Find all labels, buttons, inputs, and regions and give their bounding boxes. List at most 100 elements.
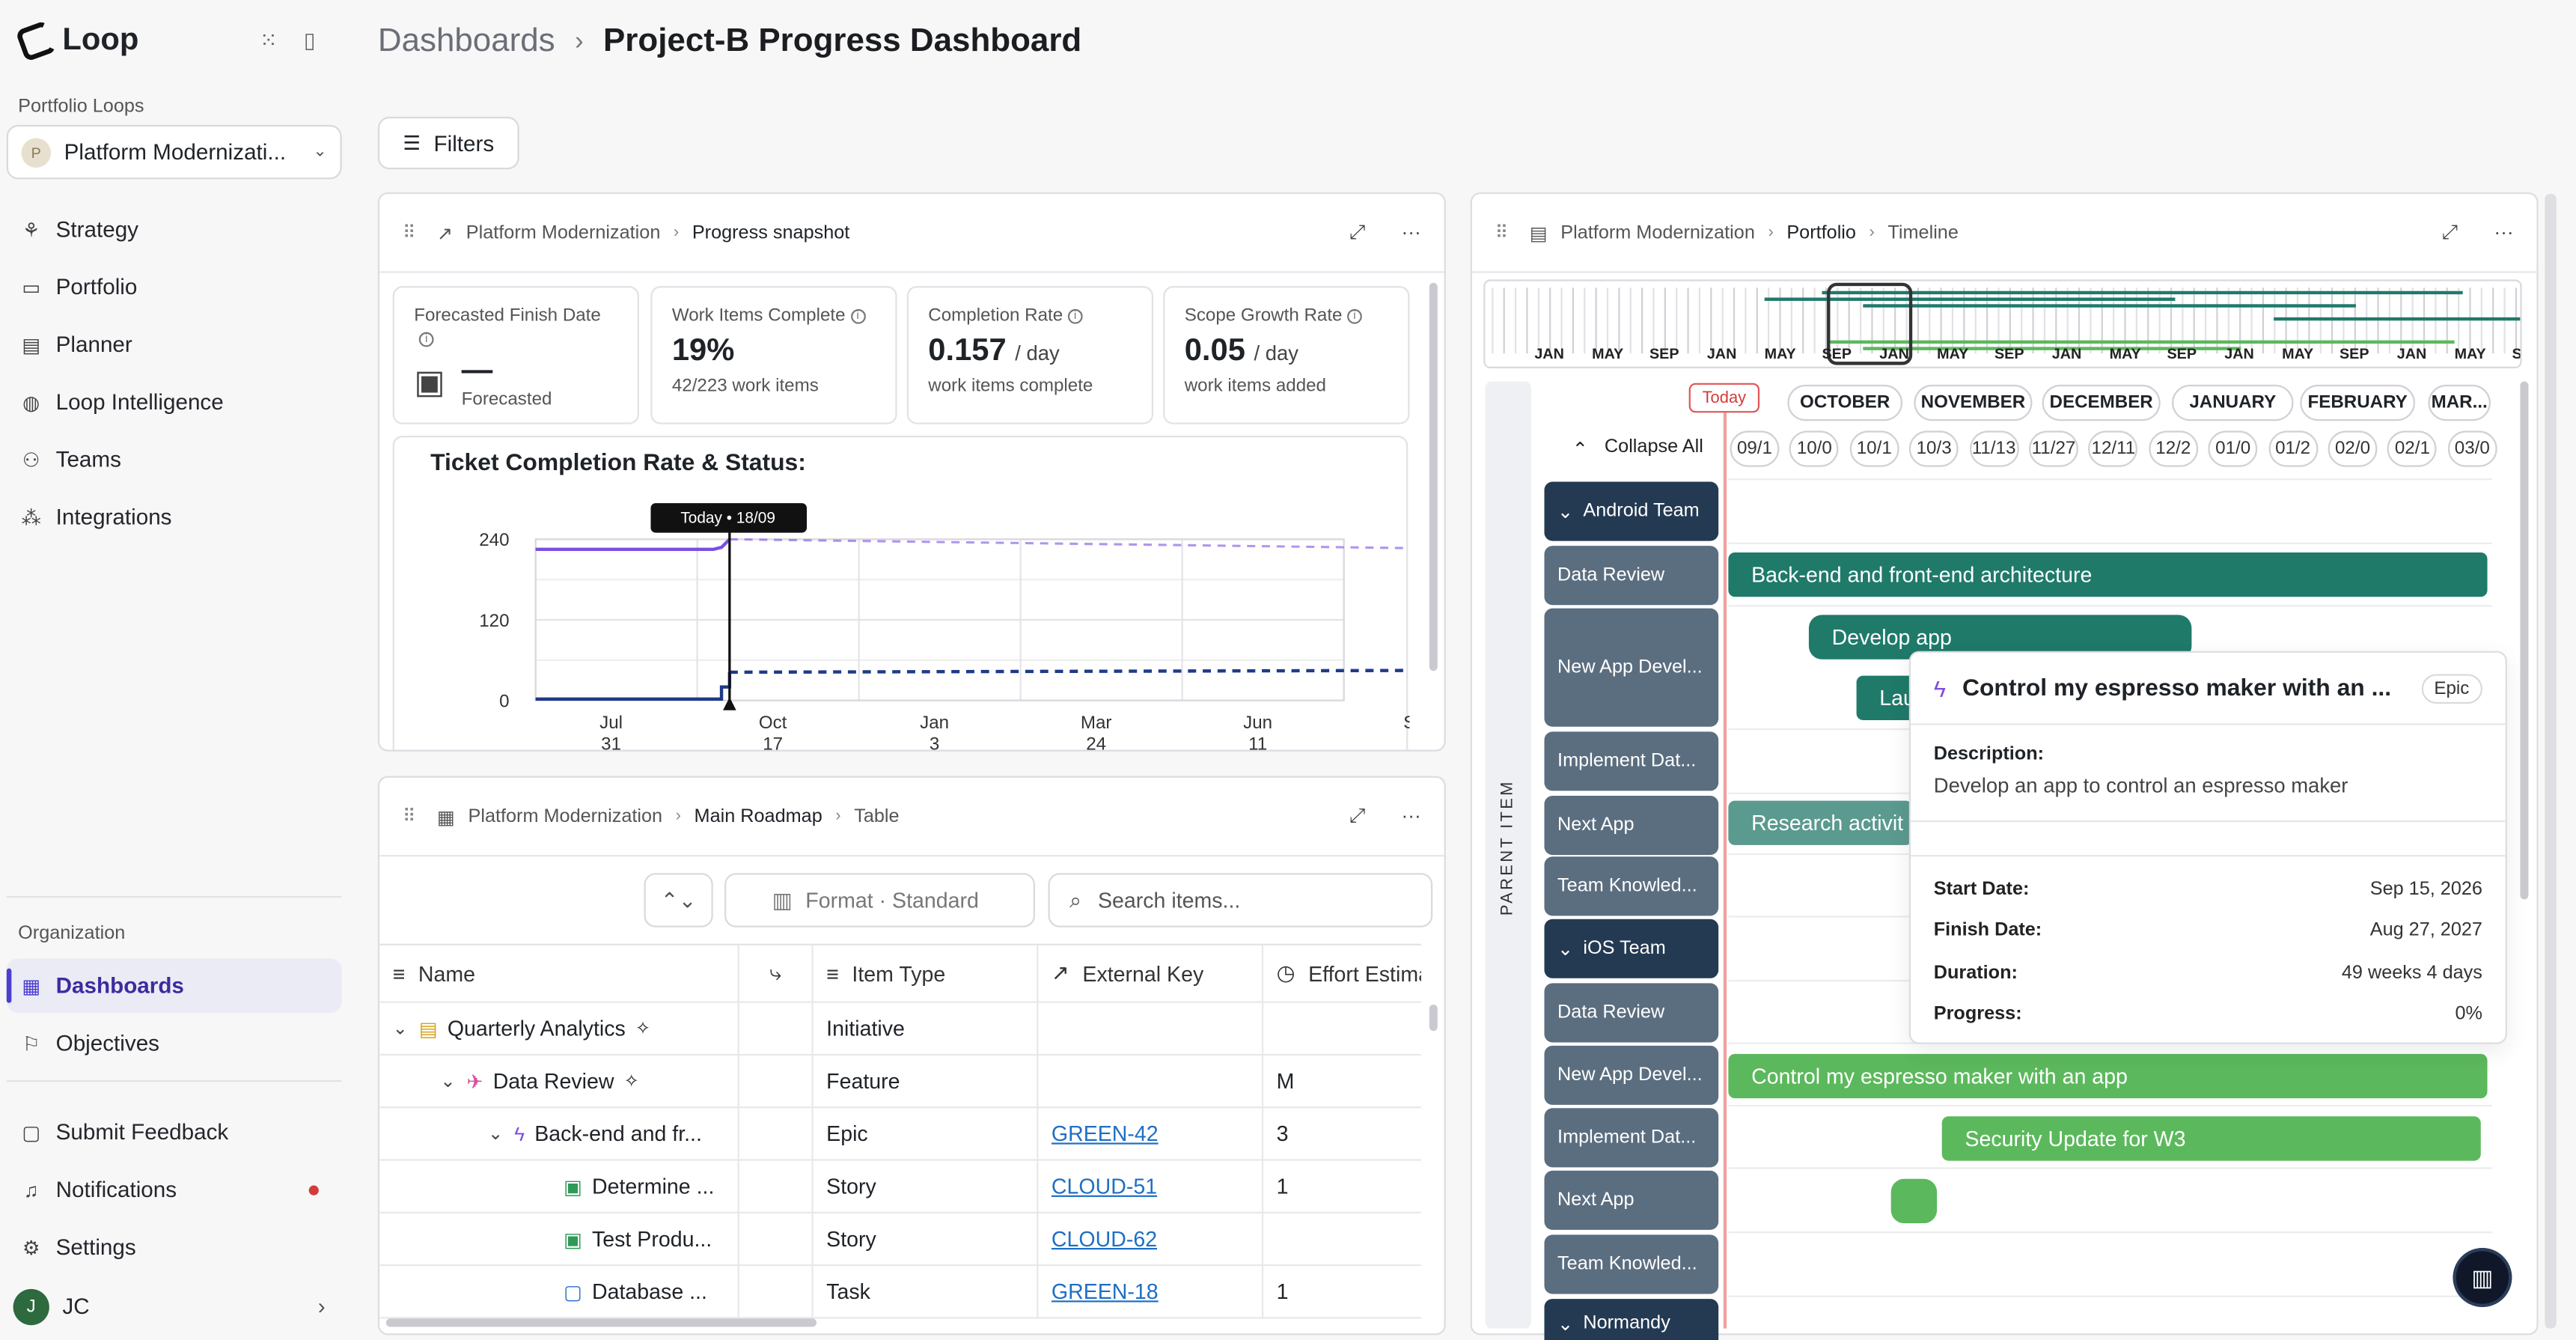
- more-icon[interactable]: ···: [1401, 803, 1421, 827]
- info-icon[interactable]: i: [418, 332, 434, 347]
- info-icon[interactable]: i: [1347, 308, 1362, 324]
- table-row[interactable]: ⌄ ▤ Quarterly Analytics ✧ Initiative: [379, 1002, 1421, 1056]
- chevron-down-icon[interactable]: ⌄: [487, 1124, 504, 1145]
- external-key-cell[interactable]: GREEN-42: [1038, 1108, 1264, 1160]
- scrollbar[interactable]: [1429, 1004, 1438, 1032]
- scrollbar[interactable]: [385, 1318, 817, 1327]
- sidebar-item-strategy[interactable]: ⚘ Strategy: [7, 202, 342, 256]
- scrollbar[interactable]: [1429, 282, 1438, 671]
- table-row[interactable]: ▣ Test Produ... Story CLOUD-62: [379, 1213, 1421, 1267]
- name-cell[interactable]: ▣ Determine ...: [379, 1160, 739, 1212]
- date-header[interactable]: 10/1: [1849, 430, 1899, 467]
- date-header[interactable]: 01/2: [2268, 430, 2318, 467]
- date-header[interactable]: 12/2: [2148, 430, 2198, 467]
- month-header[interactable]: JANUARY: [2172, 384, 2294, 421]
- name-cell[interactable]: ▢ Database ...: [379, 1266, 739, 1318]
- date-header[interactable]: 09/1: [1730, 430, 1780, 467]
- sidebar-item-dashboards[interactable]: ▦ Dashboards: [6, 958, 342, 1013]
- external-key-link[interactable]: CLOUD-62: [1051, 1226, 1158, 1252]
- timeline-bar[interactable]: [1890, 1178, 1938, 1224]
- timeline-row-label[interactable]: ⌄ Normandy: [1544, 1299, 1719, 1340]
- portfolio-loop-select[interactable]: P Platform Modernizati... ⌄: [6, 124, 342, 180]
- more-icon[interactable]: ···: [1401, 220, 1421, 244]
- info-icon[interactable]: i: [850, 308, 865, 324]
- scrollbar[interactable]: [2520, 381, 2529, 900]
- column-header-hierarchy[interactable]: ⤷: [739, 945, 814, 1002]
- panel-crumb[interactable]: Portfolio: [1786, 222, 1856, 243]
- timeline-row-label[interactable]: Implement Dat...: [1544, 731, 1719, 791]
- panel-crumb[interactable]: Platform Modernization: [468, 806, 663, 826]
- sidebar-item-loop-intelligence[interactable]: ◍ Loop Intelligence: [7, 375, 342, 429]
- apps-grid-icon[interactable]: ⁙: [259, 28, 278, 53]
- sidebar-item-integrations[interactable]: ⁂ Integrations: [7, 490, 342, 543]
- date-header[interactable]: 10/0: [1789, 430, 1840, 467]
- month-header[interactable]: MAR...: [2428, 384, 2491, 421]
- panel-crumb[interactable]: Main Roadmap: [694, 806, 822, 826]
- name-cell[interactable]: ⌄ ✈ Data Review ✧: [379, 1056, 739, 1107]
- external-key-cell[interactable]: CLOUD-62: [1038, 1213, 1264, 1264]
- sidebar-item-notifications[interactable]: ♫ Notifications: [7, 1163, 342, 1216]
- date-header[interactable]: 12/11: [2088, 430, 2138, 467]
- timeline-row-label[interactable]: Data Review: [1544, 983, 1719, 1043]
- chevron-down-icon[interactable]: ⌄: [440, 1071, 456, 1092]
- drag-handle-icon[interactable]: ⠿: [402, 807, 416, 827]
- timeline-bar[interactable]: Research activit: [1728, 800, 1913, 845]
- more-icon[interactable]: ···: [2494, 220, 2514, 244]
- date-header[interactable]: 11/27: [2029, 430, 2078, 467]
- search-input[interactable]: ⌕ Search items...: [1048, 873, 1433, 928]
- sidebar-item-planner[interactable]: ▤ Planner: [7, 317, 342, 371]
- external-key-cell[interactable]: CLOUD-51: [1038, 1160, 1264, 1212]
- external-key-cell[interactable]: GREEN-18: [1038, 1266, 1264, 1318]
- timeline-row-label[interactable]: New App Devel...: [1544, 1045, 1719, 1105]
- timeline-row-label[interactable]: ⌄ iOS Team: [1544, 919, 1719, 978]
- timeline-bar[interactable]: Control my espresso maker with an app: [1728, 1053, 2488, 1099]
- info-icon[interactable]: i: [1067, 308, 1083, 324]
- sidebar-item-portfolio[interactable]: ▭ Portfolio: [7, 260, 342, 314]
- collapse-rows-button[interactable]: ⌃⌄: [644, 873, 713, 928]
- date-header[interactable]: 02/1: [2387, 430, 2438, 467]
- timeline-row-label[interactable]: New App Devel...: [1544, 608, 1719, 727]
- external-key-link[interactable]: GREEN-18: [1051, 1279, 1159, 1304]
- collapse-all-button[interactable]: ⌃ Collapse All: [1572, 437, 1703, 460]
- column-header-name[interactable]: ≡ Name: [379, 945, 739, 1002]
- chevron-down-icon[interactable]: ⌄: [1557, 503, 1574, 523]
- app-logo[interactable]: Loop: [15, 19, 138, 63]
- table-row[interactable]: ▣ Determine ... Story CLOUD-51 1: [379, 1160, 1421, 1213]
- timeline-row-label[interactable]: Implement Dat...: [1544, 1108, 1719, 1168]
- timeline-row-label[interactable]: Next App: [1544, 796, 1719, 856]
- month-header[interactable]: OCTOBER: [1787, 384, 1903, 421]
- expand-icon[interactable]: ⤢: [2441, 220, 2459, 244]
- date-header[interactable]: 02/0: [2328, 430, 2378, 467]
- timeline-row-label[interactable]: Team Knowled...: [1544, 1234, 1719, 1294]
- drag-handle-icon[interactable]: ⠿: [402, 223, 416, 244]
- timeline-row-label[interactable]: ⌄ Android Team: [1544, 481, 1719, 541]
- table-row[interactable]: ⌄ ϟ Back-end and fr... Epic GREEN-42 3: [379, 1108, 1421, 1161]
- date-header[interactable]: 01/0: [2208, 430, 2258, 467]
- month-header[interactable]: NOVEMBER: [1914, 384, 2033, 421]
- table-row[interactable]: ⌄ ✈ Data Review ✧ Feature M: [379, 1056, 1421, 1109]
- panel-crumb[interactable]: Platform Modernization: [1560, 222, 1755, 243]
- chevron-down-icon[interactable]: ⌄: [392, 1019, 408, 1040]
- table-row[interactable]: ▢ Database ... Task GREEN-18 1: [379, 1266, 1421, 1319]
- month-header[interactable]: FEBRUARY: [2300, 384, 2415, 421]
- breadcrumb-dashboards[interactable]: Dashboards: [377, 22, 555, 60]
- drag-handle-icon[interactable]: ⠿: [1495, 223, 1509, 244]
- scrollbar[interactable]: [2545, 194, 2557, 1329]
- map-view-button[interactable]: ▥: [2453, 1247, 2512, 1308]
- name-cell[interactable]: ⌄ ▤ Quarterly Analytics ✧: [379, 1002, 739, 1054]
- sidebar-item-objectives[interactable]: ⚐ Objectives: [7, 1016, 342, 1070]
- chevron-down-icon[interactable]: ⌄: [1557, 1315, 1574, 1336]
- name-cell[interactable]: ⌄ ϟ Back-end and fr...: [379, 1108, 739, 1160]
- chevron-down-icon[interactable]: ⌄: [1557, 940, 1574, 960]
- month-header[interactable]: DECEMBER: [2042, 384, 2161, 421]
- timeline-row-label[interactable]: Next App: [1544, 1170, 1719, 1230]
- date-header[interactable]: 11/13: [1969, 430, 2019, 467]
- minimap-viewport[interactable]: [1827, 282, 1913, 365]
- name-cell[interactable]: ▣ Test Produ...: [379, 1213, 739, 1264]
- timeline-minimap[interactable]: JAN MAY SEP JAN MAY SEP JAN MAY SEP JAN MAY SEP JAN M…: [1483, 279, 2522, 368]
- date-header[interactable]: 10/3: [1909, 430, 1959, 467]
- date-header[interactable]: 03/0: [2447, 430, 2497, 467]
- timeline-row-label[interactable]: Data Review: [1544, 546, 1719, 606]
- timeline-bar[interactable]: Security Update for W3: [1941, 1116, 2481, 1161]
- external-key-link[interactable]: CLOUD-51: [1051, 1174, 1158, 1199]
